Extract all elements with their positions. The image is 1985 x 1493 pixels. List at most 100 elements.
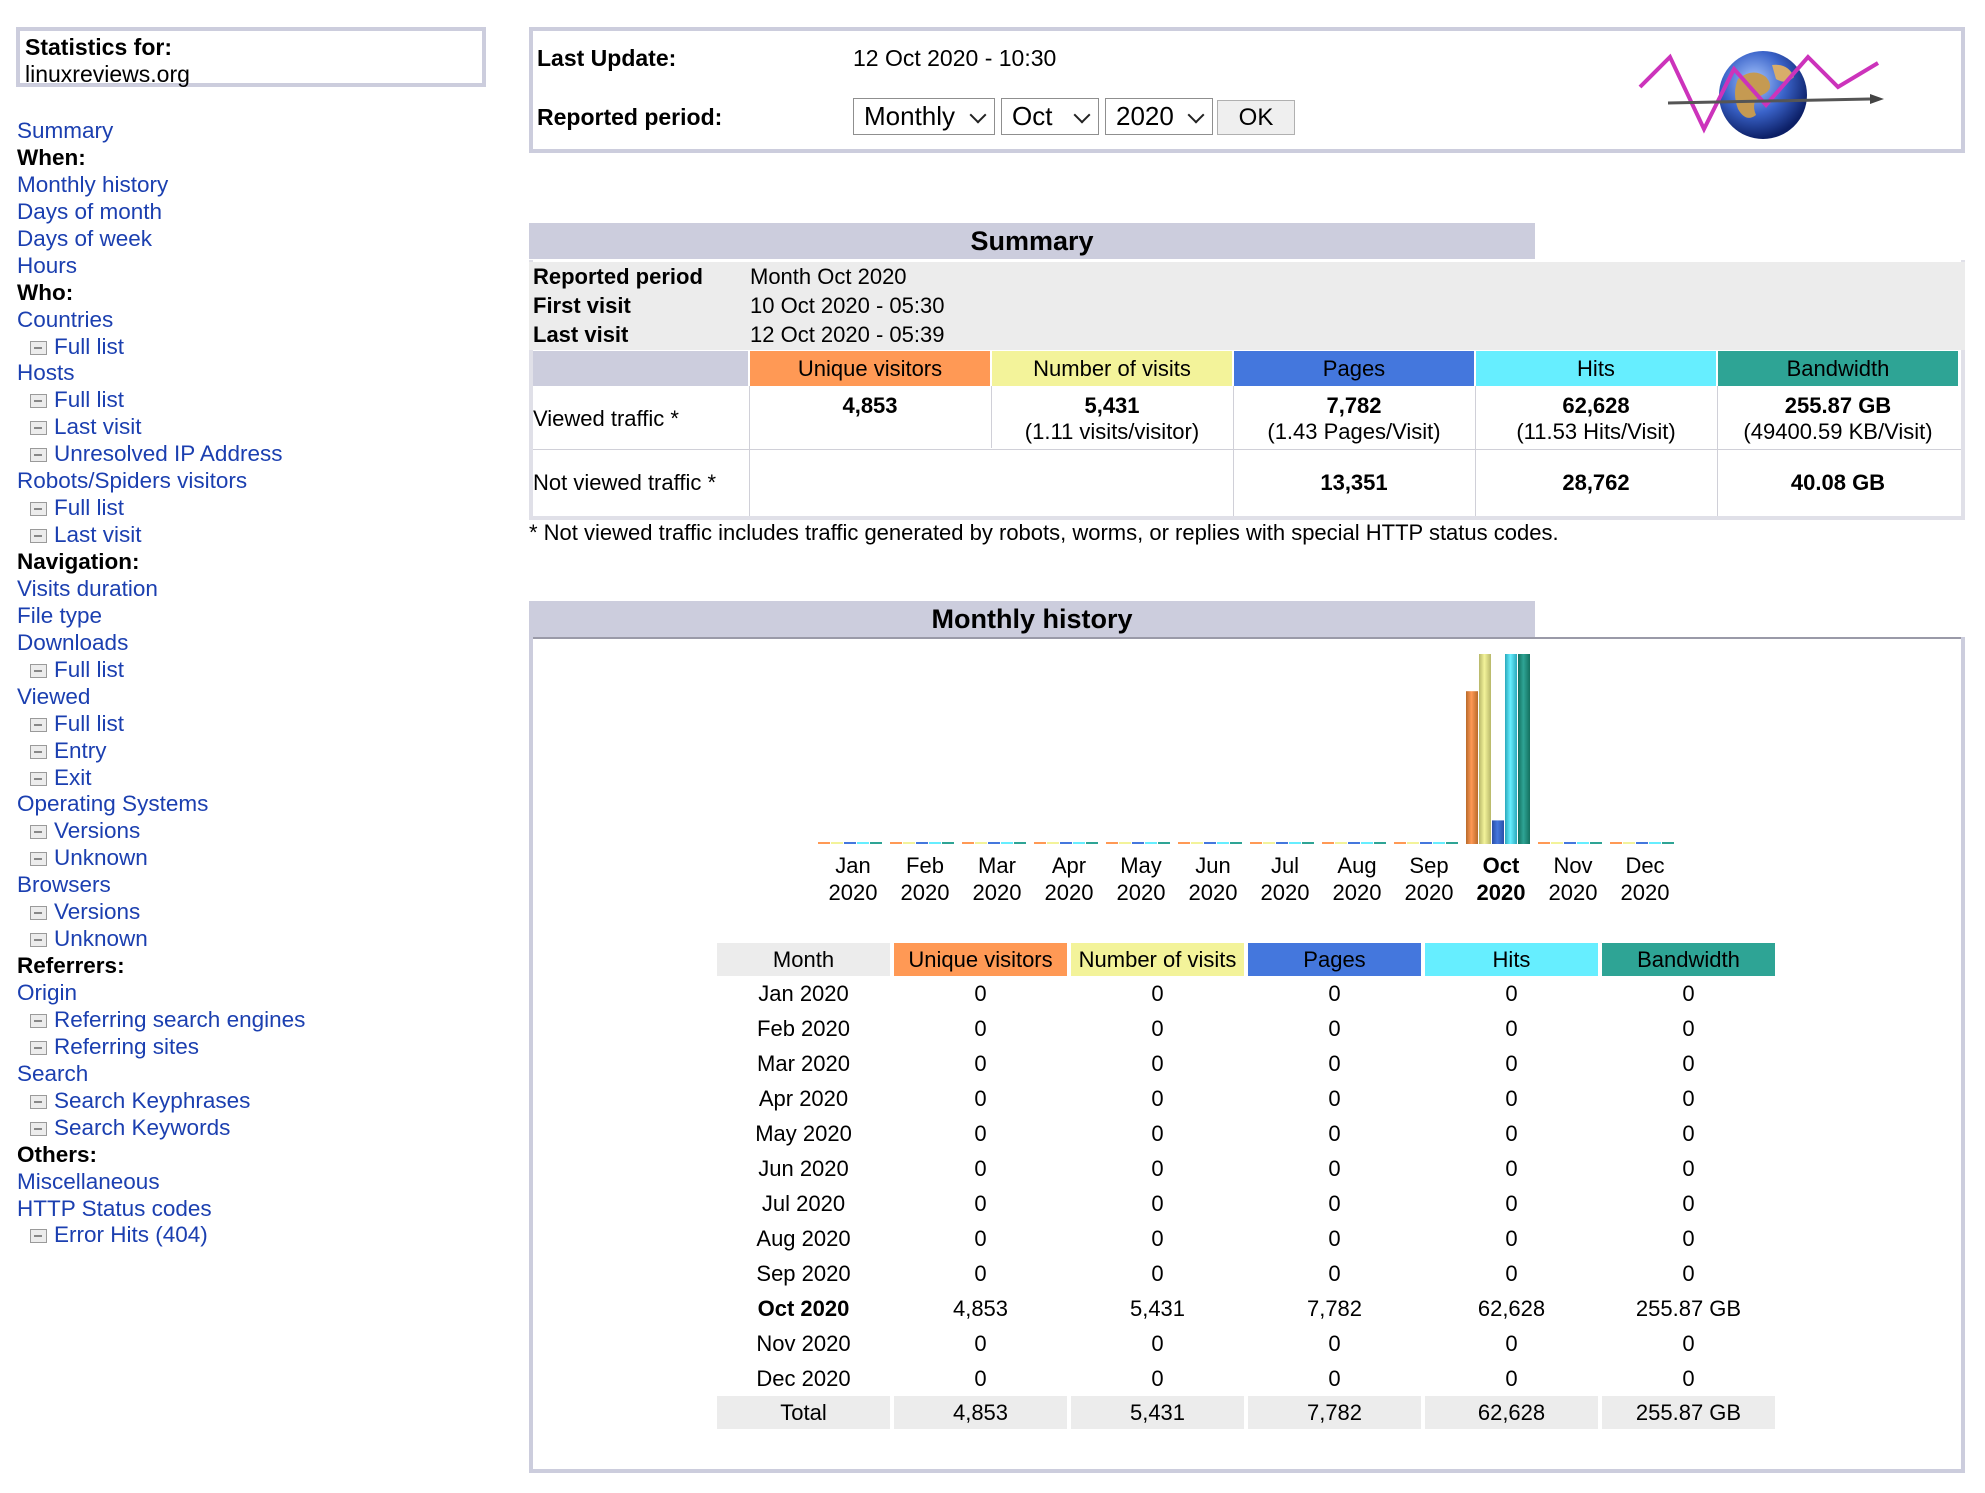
history-row-value: 0 (1328, 1261, 1341, 1286)
submenu-icon (30, 933, 47, 948)
menu-link-browsers[interactable]: Browsers (17, 872, 111, 898)
summary-col-bandwidth: Bandwidth (1718, 351, 1958, 386)
menu-sublink-search-keyphrases[interactable]: Search Keyphrases (54, 1087, 251, 1113)
menu-sublink-full-list[interactable]: Full list (54, 387, 125, 413)
menu-sublink-full-list[interactable]: Full list (54, 710, 125, 736)
history-row-value: 0 (1505, 1051, 1518, 1076)
history-col-hits: Hits (1425, 943, 1598, 976)
menu-sublink-last-visit[interactable]: Last visit (54, 522, 142, 548)
menu-sublink-unresolved-ip-address[interactable]: Unresolved IP Address (54, 441, 283, 467)
history-row-value: 0 (1505, 1226, 1518, 1251)
stats-for-label: Statistics for: (25, 34, 172, 60)
history-row-value: 0 (1328, 1051, 1341, 1076)
menu-group-search: Search (17, 1061, 437, 1088)
bar-bandwidth-gb-nov (1590, 842, 1602, 844)
menu-sublink-entry[interactable]: Entry (54, 737, 107, 763)
submenu-icon (30, 717, 47, 732)
menu-subgroup-last-visit: Last visit (17, 414, 437, 441)
menu-link-days-of-month[interactable]: Days of month (17, 198, 163, 224)
menu-sublink-error-hits-404[interactable]: Error Hits (404) (54, 1222, 208, 1248)
history-row-value: 255.87 GB (1635, 1296, 1742, 1321)
info-box: Last Update: 12 Oct 2020 - 10:30 Reporte… (529, 27, 1965, 153)
grid-line (533, 449, 1961, 450)
menu-sublink-last-visit[interactable]: Last visit (54, 414, 142, 440)
bar-pages-may (1132, 842, 1144, 844)
bar-unique-visitors-feb (890, 842, 902, 844)
summary-period-band (529, 262, 1965, 350)
menu-link-downloads[interactable]: Downloads (17, 629, 129, 655)
ok-button[interactable]: OK (1217, 100, 1295, 135)
menu-link-robots-spiders-visitors[interactable]: Robots/Spiders visitors (17, 468, 248, 494)
menu-sublink-referring-sites[interactable]: Referring sites (54, 1033, 200, 1059)
bar-bandwidth-gb-dec (1662, 842, 1674, 844)
menu-link-origin[interactable]: Origin (17, 980, 78, 1005)
bar-pages-jan (844, 842, 856, 844)
menu-link-file-type[interactable]: File type (17, 602, 103, 628)
menu-link-operating-systems[interactable]: Operating Systems (17, 791, 209, 817)
bar-number-of-visits-sep (1407, 842, 1419, 844)
menu-link-visits-duration[interactable]: Visits duration (17, 575, 158, 601)
menu-sublink-full-list[interactable]: Full list (54, 333, 125, 359)
chart-label-year: 2020 (1332, 880, 1382, 905)
bar-pages-jul (1276, 842, 1288, 844)
bar-unique-visitors-mar (962, 842, 974, 844)
history-col-month: Month (717, 943, 890, 976)
bar-hits-mar (1001, 842, 1013, 844)
bar-number-of-visits-mar (975, 842, 987, 844)
chart-label-month: Jan (835, 853, 871, 878)
chart-label-may: May 2020 (1105, 852, 1177, 906)
chart-label-year: 2020 (1116, 880, 1166, 905)
menu-sublink-versions[interactable]: Versions (54, 818, 141, 844)
bar-unique-visitors-aug (1322, 842, 1334, 844)
not-viewed-pages: 13,351 (1320, 470, 1388, 495)
menu-subgroup-entry: Entry (17, 738, 437, 765)
history-row-value: 0 (1505, 1121, 1518, 1146)
grid-line (1475, 386, 1476, 516)
history-total-value: 4,853 (894, 1396, 1067, 1429)
viewed-unique-visitors: 4,853 (842, 393, 898, 418)
history-row-month: Feb 2020 (757, 1016, 850, 1041)
history-row-value: 0 (1505, 1261, 1518, 1286)
menu-link-monthly-history[interactable]: Monthly history (17, 171, 169, 197)
summary-title: Summary (529, 223, 1535, 259)
menu-group-hours: Hours (17, 253, 437, 280)
menu-link-viewed[interactable]: Viewed (17, 683, 91, 709)
menu-link-miscellaneous[interactable]: Miscellaneous (17, 1168, 160, 1194)
viewed-hits: 62,628 (1562, 393, 1630, 418)
summary-col-pages: Pages (1234, 351, 1474, 386)
menu-sublink-full-list[interactable]: Full list (54, 656, 125, 682)
not-viewed-traffic-label: Not viewed traffic * (533, 470, 717, 495)
period-type-select[interactable]: Monthly (853, 98, 995, 135)
menu-subgroup-full-list: Full list (17, 387, 437, 414)
menu-sublink-unknown[interactable]: Unknown (54, 845, 148, 871)
bar-unique-visitors-nov (1538, 842, 1550, 844)
bar-hits-oct (1505, 654, 1517, 844)
history-row-value: 62,628 (1477, 1296, 1546, 1321)
menu-link-summary[interactable]: Summary (17, 118, 114, 143)
menu-link-http-status-codes[interactable]: HTTP Status codes (17, 1195, 212, 1221)
menu-sublink-full-list[interactable]: Full list (54, 495, 125, 521)
menu-link-hosts[interactable]: Hosts (17, 360, 75, 386)
chart-label-aug: Aug 2020 (1321, 852, 1393, 906)
menu-link-countries[interactable]: Countries (17, 306, 114, 332)
bar-bandwidth-gb-aug (1374, 842, 1386, 844)
menu-link-search[interactable]: Search (17, 1060, 89, 1086)
menu-link-hours[interactable]: Hours (17, 252, 78, 278)
year-select[interactable]: 2020 (1105, 98, 1213, 135)
history-row-value: 0 (1682, 1226, 1695, 1251)
month-select[interactable]: Oct (1001, 98, 1099, 135)
chart-label-year: 2020 (828, 880, 878, 905)
chart-label-dec: Dec 2020 (1609, 852, 1681, 906)
menu-group-days-of-week: Days of week (17, 226, 437, 253)
menu-sublink-unknown[interactable]: Unknown (54, 926, 148, 952)
menu-sublink-versions[interactable]: Versions (54, 899, 141, 925)
menu-subgroup-full-list: Full list (17, 495, 437, 522)
first-visit-value: 10 Oct 2020 - 05:30 (750, 293, 945, 318)
menu-sublink-exit[interactable]: Exit (54, 764, 92, 790)
chart-label-nov: Nov 2020 (1537, 852, 1609, 906)
submenu-icon (30, 744, 47, 759)
menu-sublink-search-keywords[interactable]: Search Keywords (54, 1114, 231, 1140)
menu-sublink-referring-search-engines[interactable]: Referring search engines (54, 1006, 306, 1032)
bar-unique-visitors-may (1106, 842, 1118, 844)
menu-link-days-of-week[interactable]: Days of week (17, 225, 153, 251)
